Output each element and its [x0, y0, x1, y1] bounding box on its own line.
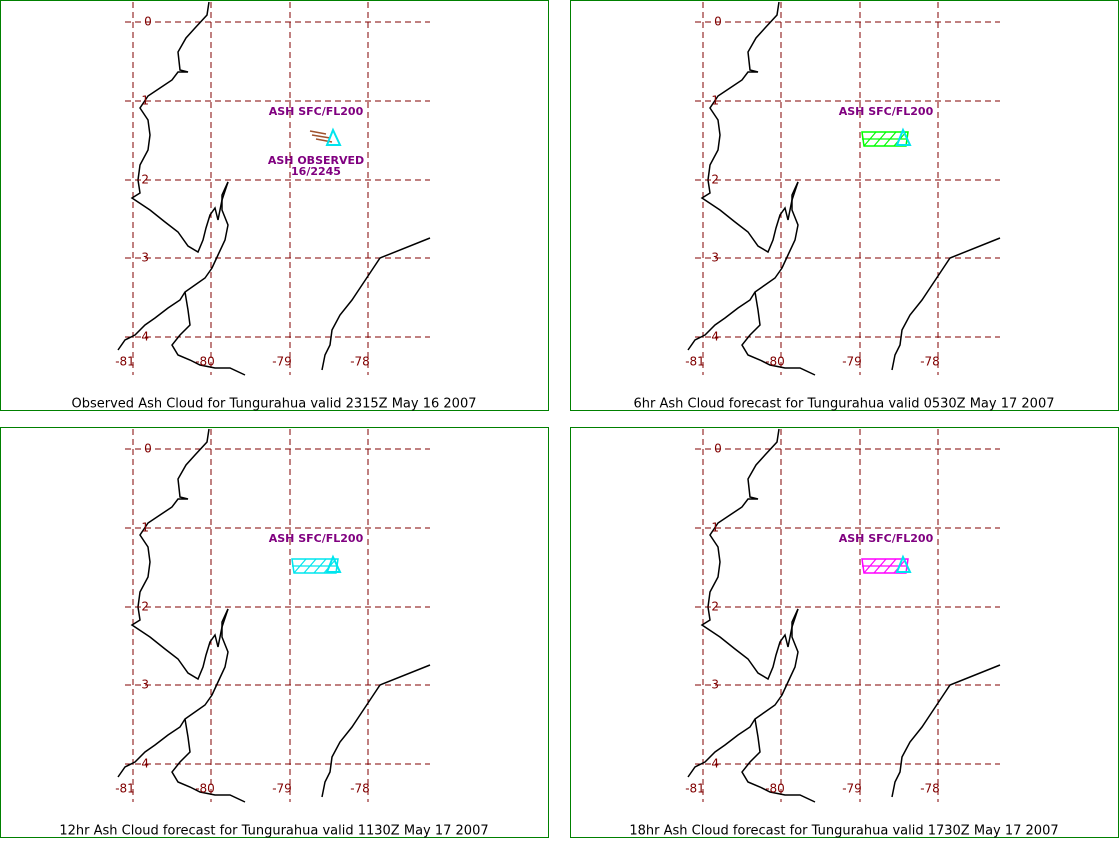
panel-caption: 6hr Ash Cloud forecast for Tungurahua va… — [634, 397, 1055, 412]
panel-caption: 12hr Ash Cloud forecast for Tungurahua v… — [59, 824, 488, 839]
coastline — [321, 664, 431, 798]
lat-label: -3 — [137, 678, 149, 692]
coastline — [700, 428, 799, 681]
lat-label: 0 — [144, 15, 152, 29]
volcano-marker — [895, 127, 912, 146]
lat-label: -2 — [707, 173, 719, 187]
coastline — [130, 1, 229, 254]
lat-label: -2 — [707, 600, 719, 614]
lon-label: -79 — [272, 355, 292, 369]
coastline — [171, 718, 246, 803]
lat-label: -1 — [707, 94, 719, 108]
lat-label: -4 — [707, 330, 719, 344]
ash-annotation: ASH SFC/FL200 — [269, 105, 364, 118]
lon-label: -80 — [765, 782, 785, 796]
ash-hatch — [862, 558, 908, 574]
lon-label: -78 — [920, 782, 940, 796]
ash-annotation: ASH OBSERVED — [268, 154, 364, 167]
panel-caption: Observed Ash Cloud for Tungurahua valid … — [72, 397, 477, 412]
lat-label: -1 — [707, 521, 719, 535]
volcano-marker — [325, 127, 342, 146]
lon-label: -78 — [350, 355, 370, 369]
lon-label: -80 — [765, 355, 785, 369]
lon-label: -78 — [920, 355, 940, 369]
lat-label: -3 — [707, 251, 719, 265]
lon-label: -80 — [195, 782, 215, 796]
map-panel: 0 -1 -2 -3 -4-81 -80 -79 -78 ASH SFC/FL200 12hr A… — [0, 427, 549, 839]
lon-label: -79 — [272, 782, 292, 796]
panel-caption: 18hr Ash Cloud forecast for Tungurahua v… — [629, 824, 1058, 839]
coastline — [117, 608, 229, 778]
ash-annotation: 16/2245 — [291, 165, 341, 178]
panel-border — [570, 0, 1119, 411]
lat-label: 0 — [714, 442, 722, 456]
panel-border — [570, 427, 1119, 838]
lon-label: -81 — [115, 355, 135, 369]
lat-label: -3 — [707, 678, 719, 692]
lat-label: 0 — [144, 442, 152, 456]
lat-label: -4 — [137, 330, 149, 344]
volcano-marker — [325, 554, 342, 573]
ash-hatch — [862, 131, 908, 147]
lon-label: -81 — [115, 782, 135, 796]
ash-hatch — [292, 558, 338, 574]
coastline — [687, 181, 799, 351]
lat-label: 0 — [714, 15, 722, 29]
coastline — [741, 291, 816, 376]
ash-annotation: ASH SFC/FL200 — [839, 105, 934, 118]
map-panel: 0 -1 -2 -3 -4-81 -80 -79 -78 ASH SFC/FL200 ASH OB… — [0, 0, 549, 412]
lon-label: -78 — [350, 782, 370, 796]
map-panel: 0 -1 -2 -3 -4-81 -80 -79 -78 ASH SFC/FL200 6hr As… — [570, 0, 1119, 412]
coastline — [130, 428, 229, 681]
lat-label: -4 — [707, 757, 719, 771]
lon-label: -81 — [685, 782, 705, 796]
lat-label: -2 — [137, 600, 149, 614]
lat-label: -1 — [137, 521, 149, 535]
coastline — [741, 718, 816, 803]
coastline — [321, 237, 431, 371]
panel-border — [0, 0, 549, 411]
lat-label: -2 — [137, 173, 149, 187]
lon-label: -79 — [842, 782, 862, 796]
coastline — [891, 664, 1001, 798]
coastline — [117, 181, 229, 351]
lon-label: -80 — [195, 355, 215, 369]
volcano-marker — [895, 554, 912, 573]
map-panel: 0 -1 -2 -3 -4-81 -80 -79 -78 ASH SFC/FL200 18hr A… — [570, 427, 1119, 839]
panel-border — [0, 427, 549, 838]
lon-label: -79 — [842, 355, 862, 369]
lat-label: -1 — [137, 94, 149, 108]
coastline — [700, 1, 799, 254]
ash-annotation: ASH SFC/FL200 — [839, 532, 934, 545]
ash-annotation: ASH SFC/FL200 — [269, 532, 364, 545]
coastline — [891, 237, 1001, 371]
lat-label: -4 — [137, 757, 149, 771]
coastline — [171, 291, 246, 376]
coastline — [687, 608, 799, 778]
lat-label: -3 — [137, 251, 149, 265]
lon-label: -81 — [685, 355, 705, 369]
